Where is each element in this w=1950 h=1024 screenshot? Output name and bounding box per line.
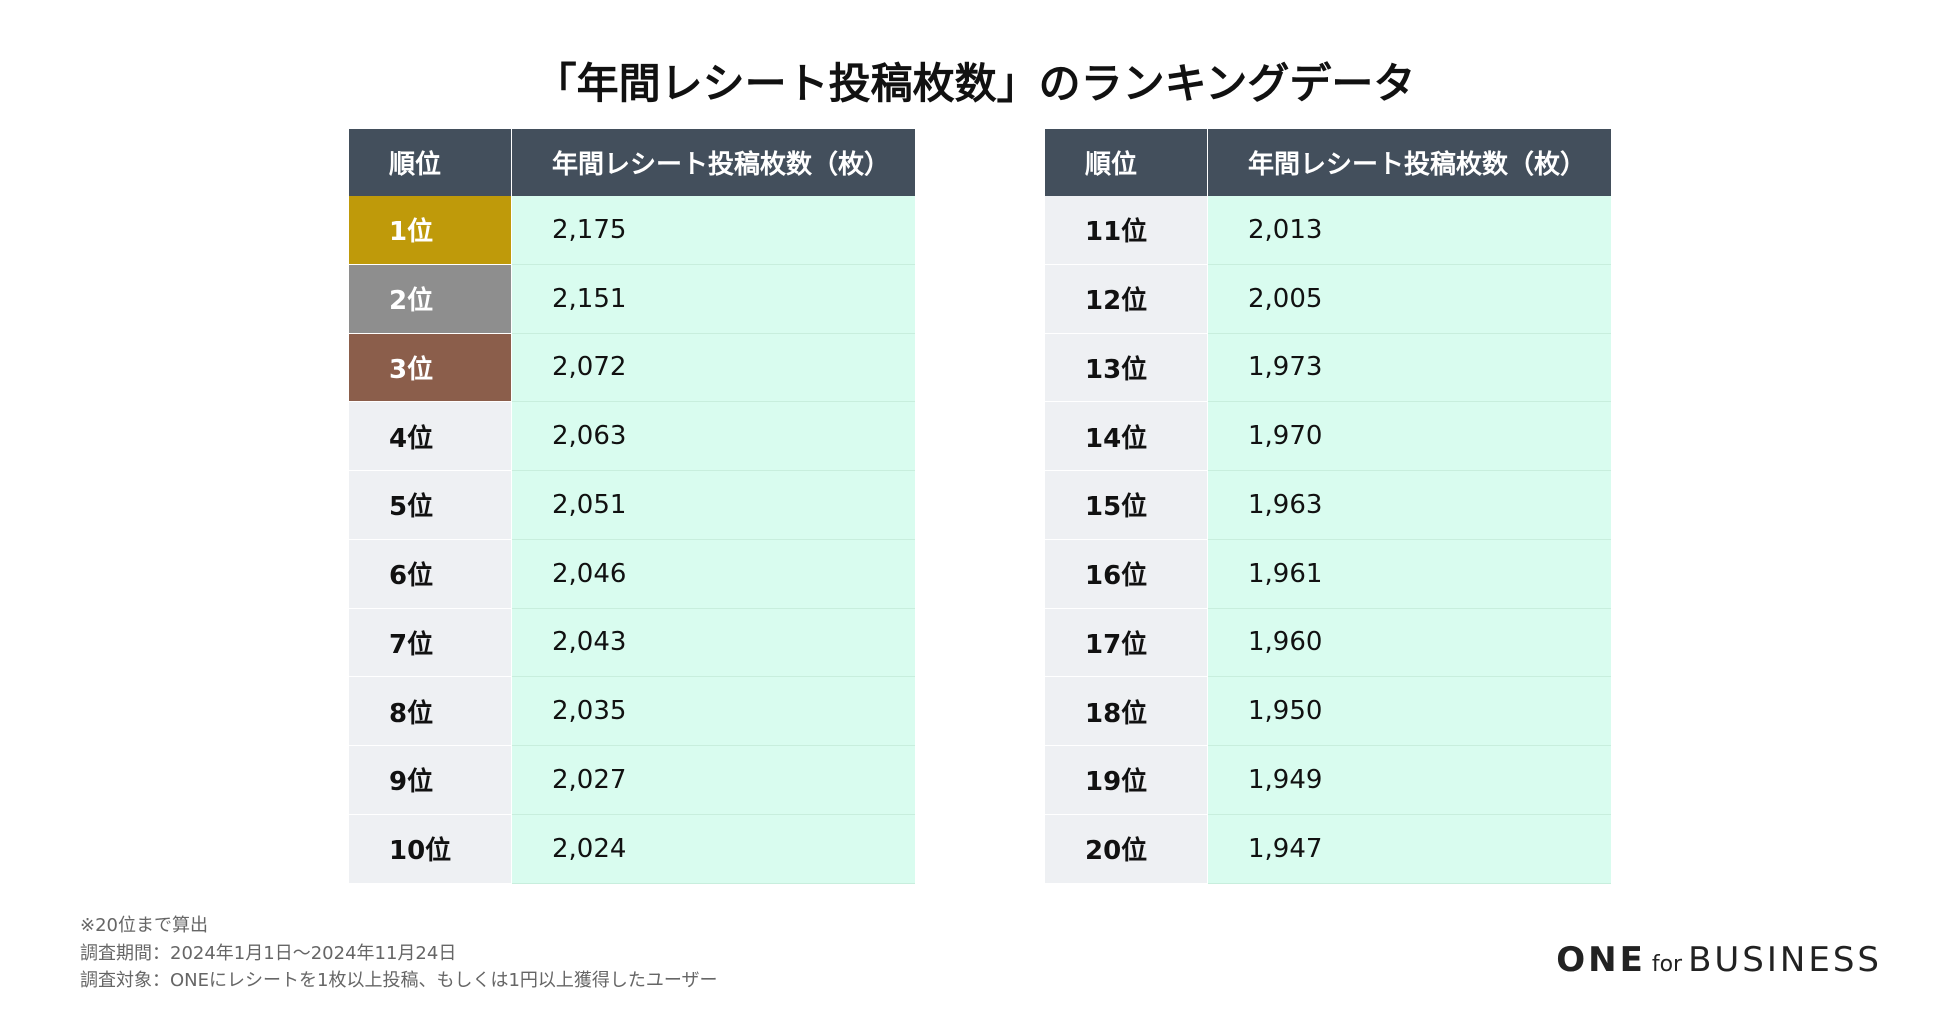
rank-cell: 9位: [349, 746, 512, 815]
rank-cell: 5位: [349, 471, 512, 540]
header-cell: 年間レシート投稿枚数（枚）: [1248, 150, 1587, 180]
count-cell: 1,947: [1208, 814, 1611, 884]
table-row: 10位 2,024: [349, 814, 915, 884]
logo-for: for: [1651, 952, 1683, 977]
count-cell: 1,949: [1208, 746, 1611, 815]
table-row: 1位 2,175: [349, 196, 915, 265]
count-cell: 1,970: [1208, 402, 1611, 471]
table-row: 8位 2,035: [349, 677, 915, 746]
count-cell: 2,175: [512, 196, 915, 265]
table-row: 14位 1,970: [1045, 402, 1611, 471]
table-row: 3位 2,072: [349, 333, 915, 403]
rank-cell: 6位: [349, 539, 512, 609]
count-cell: 2,046: [512, 539, 915, 609]
logo-main: ONE: [1556, 940, 1646, 980]
header-cell: 順位: [349, 129, 512, 196]
table-row: 2位 2,151: [349, 264, 915, 334]
table-row: 19位 1,949: [1045, 746, 1611, 815]
count-cell: 2,013: [1208, 196, 1611, 265]
header-cell: 年間レシート投稿枚数（枚）: [552, 150, 891, 180]
count-cell: 2,051: [512, 471, 915, 540]
footnote: 調査対象：ONEにレシートを1枚以上投稿、もしくは1円以上獲得したユーザー: [80, 970, 718, 991]
table-row: 16位 1,961: [1045, 539, 1611, 609]
count-cell: 2,024: [512, 814, 915, 884]
footnote: 調査期間：2024年1月1日〜2024年11月24日: [80, 942, 457, 964]
table-row: 18位 1,950: [1045, 677, 1611, 746]
table-row: 7位 2,043: [349, 608, 915, 678]
rank-cell: 3位: [349, 333, 512, 403]
count-cell: 1,960: [1208, 608, 1611, 678]
count-cell: 1,973: [1208, 333, 1611, 403]
rank-cell: 11位: [1045, 196, 1208, 265]
rank-cell: 19位: [1045, 746, 1208, 815]
rank-cell: 1位: [349, 196, 512, 265]
rank-cell: 8位: [349, 677, 512, 746]
count-cell: 2,005: [1208, 264, 1611, 334]
rank-cell: 20位: [1045, 814, 1208, 884]
count-cell: 2,151: [512, 264, 915, 334]
rank-cell: 13位: [1045, 333, 1208, 403]
table-row: 12位 2,005: [1045, 264, 1611, 334]
count-cell: 2,035: [512, 677, 915, 746]
rank-cell: 16位: [1045, 539, 1208, 609]
rank-cell: 18位: [1045, 677, 1208, 746]
table-row: 13位 1,973: [1045, 333, 1611, 403]
rank-cell: 14位: [1045, 402, 1208, 471]
rank-cell: 2位: [349, 264, 512, 334]
title: 「年間レシート投稿枚数」のランキングデータ: [534, 59, 1416, 108]
count-cell: 1,950: [1208, 677, 1611, 746]
count-cell: 2,072: [512, 333, 915, 403]
rank-cell: 4位: [349, 402, 512, 471]
footnote: ※20位まで算出: [80, 915, 208, 936]
table-row: 15位 1,963: [1045, 471, 1611, 540]
count-cell: 2,043: [512, 608, 915, 678]
rank-cell: 12位: [1045, 264, 1208, 334]
table-row: 6位 2,046: [349, 539, 915, 609]
count-cell: 1,961: [1208, 539, 1611, 609]
logo-sub: BUSINESS: [1688, 940, 1882, 980]
table-row: 20位 1,947: [1045, 814, 1611, 884]
header-cell: 順位: [1045, 129, 1208, 196]
table-row: 11位 2,013: [1045, 196, 1611, 265]
count-cell: 1,963: [1208, 471, 1611, 540]
logo: ONE for BUSINESS: [1556, 940, 1882, 980]
table-row: 4位 2,063: [349, 402, 915, 471]
ranking-table: 順位 年間レシート投稿枚数（枚） 1位 2,175 2位 2,151 3位 2,072 4位 2,…: [349, 129, 915, 884]
table-row: 9位 2,027: [349, 746, 915, 815]
table-row: 17位 1,960: [1045, 608, 1611, 678]
ranking-table: 順位 年間レシート投稿枚数（枚） 11位 2,013 12位 2,005 13位 1,973 1…: [1045, 129, 1611, 884]
rank-cell: 7位: [349, 608, 512, 678]
rank-cell: 15位: [1045, 471, 1208, 540]
count-cell: 2,027: [512, 746, 915, 815]
table-row: 5位 2,051: [349, 471, 915, 540]
header-row: 順位 年間レシート投稿枚数（枚）: [349, 129, 915, 196]
rank-cell: 17位: [1045, 608, 1208, 678]
footnotes: ※20位まで算出 調査期間：2024年1月1日〜2024年11月24日 調査対象…: [80, 912, 718, 995]
count-cell: 2,063: [512, 402, 915, 471]
header-row: 順位 年間レシート投稿枚数（枚）: [1045, 129, 1611, 196]
rank-cell: 10位: [349, 814, 512, 884]
